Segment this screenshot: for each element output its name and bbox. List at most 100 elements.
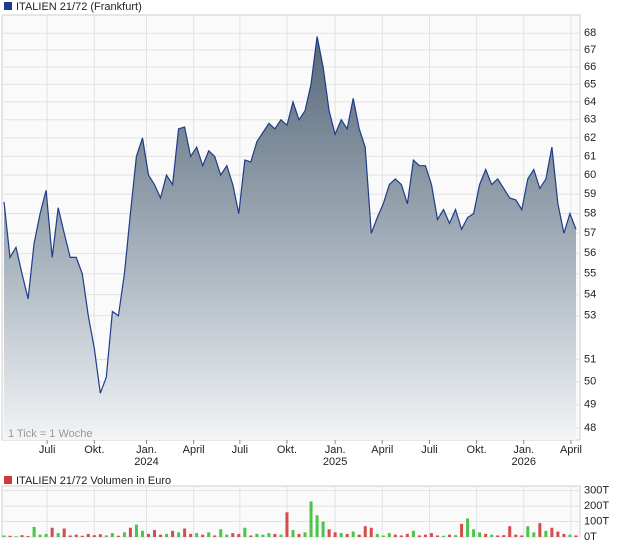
- volume-bar: [231, 533, 235, 537]
- volume-bar: [68, 535, 72, 537]
- volume-bar: [44, 533, 48, 537]
- y-tick-label: 65: [584, 78, 596, 90]
- volume-bar: [146, 533, 150, 537]
- x-tick-label: Jan.: [513, 444, 534, 456]
- volume-bar: [508, 526, 512, 537]
- volume-bar: [363, 526, 367, 537]
- volume-bar: [8, 535, 12, 537]
- volume-bar: [213, 535, 217, 537]
- x-tick-label: Okt.: [277, 444, 297, 456]
- y-tick-label: 49: [584, 399, 596, 411]
- volume-bar: [333, 532, 337, 537]
- volume-bar: [98, 534, 102, 537]
- x-tick-label: Juli: [39, 444, 56, 456]
- y-tick-label: 62: [584, 132, 596, 144]
- volume-bar: [243, 527, 247, 537]
- volume-bar: [532, 532, 536, 537]
- volume-bar: [134, 524, 138, 537]
- volume-bar: [429, 533, 433, 537]
- y-tick-label: 51: [584, 353, 596, 365]
- y-tick-label: 68: [584, 27, 596, 39]
- x-tick-label: Juli: [232, 444, 249, 456]
- y-tick-label: 56: [584, 247, 596, 259]
- volume-bar: [484, 533, 488, 537]
- volume-bar: [249, 535, 253, 537]
- y-tick-label: 61: [584, 150, 596, 162]
- x-tick-label: Jan.: [136, 444, 157, 456]
- volume-bar: [279, 534, 283, 537]
- volume-bar: [478, 532, 482, 537]
- volume-bar: [520, 535, 524, 537]
- volume-bar: [411, 530, 415, 537]
- x-tick-label: April: [371, 444, 393, 456]
- volume-bar: [460, 523, 464, 537]
- volume-bar: [2, 535, 6, 537]
- volume-bar: [50, 527, 54, 537]
- volume-bar: [327, 529, 331, 537]
- legend-swatch: [4, 2, 12, 10]
- volume-bar: [110, 533, 114, 537]
- x-tick-label: Okt.: [84, 444, 104, 456]
- volume-bar: [56, 533, 60, 537]
- volume-bar: [448, 534, 452, 537]
- volume-bar: [526, 526, 530, 537]
- x-tick-label: Okt.: [467, 444, 487, 456]
- y-tick-label: 67: [584, 44, 596, 56]
- y-tick-label: 200T: [584, 500, 609, 512]
- y-tick-label: 54: [584, 288, 596, 300]
- plot-background: [1, 485, 581, 538]
- y-tick-label: 100T: [584, 515, 609, 527]
- volume-bar: [122, 532, 126, 537]
- volume-bar: [225, 534, 229, 537]
- volume-bar: [339, 533, 343, 537]
- x-tick-label: Juli: [421, 444, 438, 456]
- volume-bar: [183, 528, 187, 537]
- volume-bar: [38, 534, 42, 537]
- volume-bar: [80, 535, 84, 537]
- y-tick-label: 55: [584, 268, 596, 280]
- volume-bar: [171, 530, 175, 537]
- volume-bar: [189, 533, 193, 537]
- price-line: [3, 36, 577, 394]
- x-tick-label: Jan.: [325, 444, 346, 456]
- volume-bar: [357, 534, 361, 537]
- volume-bar: [562, 533, 566, 537]
- volume-bar: [74, 534, 78, 537]
- volume-title: ITALIEN 21/72 Volumen in Euro: [16, 475, 171, 487]
- y-tick-label: 66: [584, 61, 596, 73]
- volume-bar: [86, 533, 90, 537]
- volume-bar: [417, 535, 421, 537]
- volume-bar: [62, 528, 66, 537]
- chart-title: ITALIEN 21/72 (Frankfurt): [16, 1, 142, 13]
- volume-bar: [387, 533, 391, 537]
- volume-bar: [14, 536, 18, 537]
- annotation: 1 Tick = 1 Woche: [8, 428, 92, 440]
- volume-bar: [472, 529, 476, 537]
- year-label: 2025: [323, 456, 347, 468]
- volume-bar: [165, 533, 169, 537]
- volume-bar: [285, 512, 289, 537]
- volume-bar: [219, 529, 223, 537]
- y-tick-label: 53: [584, 310, 596, 322]
- volume-bar: [351, 531, 355, 537]
- volume-bar: [393, 534, 397, 537]
- y-tick-label: 59: [584, 188, 596, 200]
- area-fill: [4, 36, 576, 440]
- year-label: 2026: [512, 456, 536, 468]
- volume-bar: [490, 534, 494, 537]
- volume-bar: [32, 526, 36, 537]
- y-tick-label: 64: [584, 96, 596, 108]
- volume-bar: [291, 530, 295, 537]
- x-tick-label: April: [183, 444, 205, 456]
- y-tick-label: 63: [584, 114, 596, 126]
- volume-bar: [104, 535, 108, 537]
- volume-bar: [405, 533, 409, 537]
- volume-bar: [195, 533, 199, 537]
- volume-bar: [303, 532, 307, 537]
- volume-bar: [237, 533, 241, 537]
- volume-bar: [514, 534, 518, 537]
- volume-bar: [375, 533, 379, 537]
- volume-bar: [502, 535, 506, 537]
- y-tick-label: 60: [584, 169, 596, 181]
